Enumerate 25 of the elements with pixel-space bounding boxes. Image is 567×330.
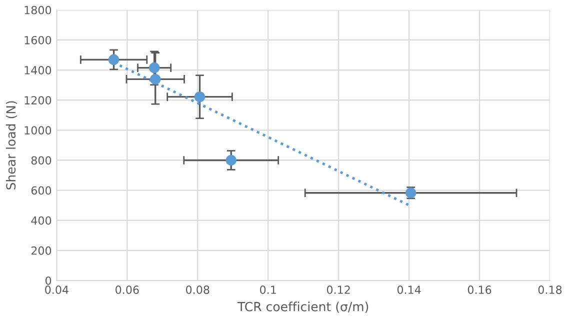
- y-tick-label: 600: [31, 186, 52, 195]
- x-tick-label: 0.18: [538, 286, 562, 294]
- y-axis-title: Shear load (N): [6, 101, 18, 190]
- x-tick-label: 0.14: [397, 286, 421, 294]
- y-tick-label: 1200: [24, 96, 52, 104]
- y-tick-label: 200: [31, 246, 52, 255]
- x-tick-label: 0.1: [260, 286, 276, 294]
- y-tick-label: 1000: [24, 126, 52, 135]
- point: [148, 62, 160, 74]
- x-tick-label: 0.08: [186, 286, 210, 294]
- y-tick-label: 1400: [24, 66, 52, 74]
- y-tick-label: 1600: [24, 36, 52, 44]
- y-tick-label: 0: [46, 276, 52, 285]
- x-axis-title: TCR coefficient (σ/m): [237, 302, 368, 313]
- x-tick-label: 0.16: [468, 286, 492, 294]
- y-tick-label: 800: [31, 156, 52, 165]
- y-tick-label: 1800: [24, 6, 52, 14]
- x-tick-label: 0.06: [116, 286, 139, 294]
- x-tick-label: 0.12: [326, 286, 350, 294]
- y-tick-label: 400: [31, 216, 52, 225]
- point: [226, 154, 236, 166]
- point: [194, 91, 206, 102]
- point: [150, 74, 161, 85]
- point: [108, 54, 120, 66]
- x-tick-label: 0.04: [45, 286, 68, 294]
